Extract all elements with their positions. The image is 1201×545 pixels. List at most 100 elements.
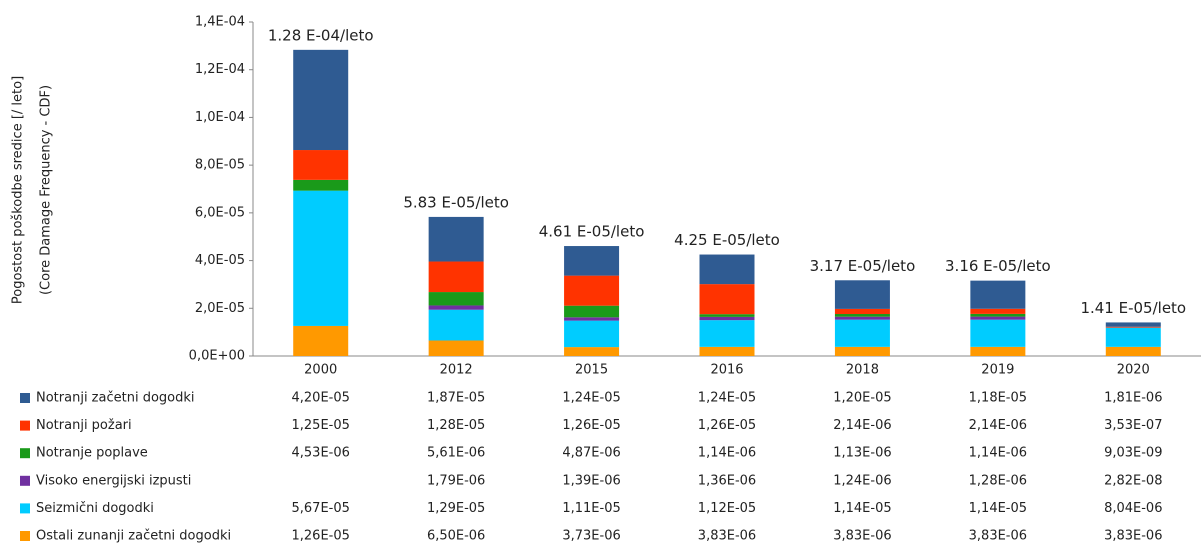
y-tick-label: 1,2E-04 (195, 62, 245, 77)
x-tick-label: 2018 (846, 363, 879, 378)
bar-segment (970, 313, 1026, 317)
bar-segment (428, 340, 484, 356)
bar-segment (1105, 346, 1161, 356)
y-axis-label: (Core Damage Frequency - CDF) (39, 85, 54, 295)
y-tick-label: 6,0E-05 (195, 205, 245, 220)
total-annotation: 4.25 E-05/leto (674, 231, 780, 249)
x-tick-label: 2000 (304, 363, 337, 378)
bar-segment (970, 346, 1026, 356)
table-cell: 1,81E-06 (1104, 391, 1162, 406)
legend-swatch (20, 475, 30, 486)
table-cell: 5,61E-06 (427, 446, 485, 461)
y-tick-label: 1,0E-04 (195, 110, 245, 125)
x-tick-label: 2016 (710, 363, 743, 378)
bar-segment (699, 284, 755, 315)
legend-swatch (20, 531, 30, 541)
table-cell: 1,18E-05 (969, 391, 1027, 406)
total-annotation: 1.41 E-05/leto (1080, 299, 1186, 317)
table-cell: 1,25E-05 (292, 418, 350, 433)
table-cell: 1,24E-05 (698, 391, 756, 406)
bar-segment (699, 316, 755, 321)
table-cell: 1,39E-06 (562, 473, 620, 488)
bar-segment (834, 280, 890, 309)
legend-swatch (20, 448, 30, 459)
table-cell: 1,87E-05 (427, 391, 485, 406)
table-cell: 1,24E-05 (562, 391, 620, 406)
bar-segment (564, 305, 620, 318)
table-cell: 3,83E-06 (698, 529, 756, 544)
table-cell: 1,24E-06 (833, 473, 891, 488)
bar-segment (970, 280, 1026, 309)
legend-swatch (20, 503, 30, 514)
bar-segment (293, 325, 349, 356)
legend-label: Notranje poplave (36, 446, 148, 461)
table-cell: 1,26E-05 (698, 418, 756, 433)
table-cell: 1,14E-05 (833, 501, 891, 516)
table-cell: 4,87E-06 (562, 446, 620, 461)
legend-swatch (20, 420, 30, 431)
table-cell: 1,14E-06 (969, 446, 1027, 461)
bar-segment (564, 275, 620, 306)
table-cell: 1,12E-05 (698, 501, 756, 516)
table-cell: 3,53E-07 (1104, 418, 1162, 433)
bar-segment (428, 292, 484, 306)
bar-segment (428, 309, 484, 341)
table-cell: 1,13E-06 (833, 446, 891, 461)
bar-segment (699, 314, 755, 317)
bar-segment (564, 246, 620, 276)
y-axis-label: Pogostost poškodbe sredice [/ leto] (11, 76, 26, 304)
bar-segment (293, 150, 349, 180)
bar-segment (970, 316, 1026, 320)
bar-segment (834, 308, 890, 315)
x-tick-label: 2015 (575, 363, 608, 378)
bar-segment (834, 319, 890, 347)
bar-segment (428, 305, 484, 310)
bar-segment (834, 314, 890, 317)
bar-segment (1105, 322, 1161, 327)
table-cell: 3,83E-06 (1104, 529, 1162, 544)
table-cell: 3,73E-06 (562, 529, 620, 544)
table-cell: 1,26E-05 (562, 418, 620, 433)
table-cell: 1,79E-06 (427, 473, 485, 488)
legend-label: Notranji požari (36, 418, 132, 433)
bar-segment (564, 320, 620, 348)
bar-segment (1105, 326, 1161, 328)
table-cell: 3,83E-06 (969, 529, 1027, 544)
bar-segment (564, 317, 620, 321)
bar-segment (293, 190, 349, 326)
bar-segment (699, 320, 755, 347)
bar-segment (293, 49, 349, 151)
bar-segment (699, 346, 755, 356)
table-cell: 8,04E-06 (1104, 501, 1162, 516)
total-annotation: 3.17 E-05/leto (810, 257, 916, 275)
total-annotation: 4.61 E-05/leto (539, 223, 645, 241)
total-annotation: 3.16 E-05/leto (945, 257, 1051, 275)
table-cell: 4,53E-06 (292, 446, 350, 461)
total-annotation: 1.28 E-04/leto (268, 26, 374, 44)
bar-segment (970, 319, 1026, 347)
y-tick-label: 2,0E-05 (195, 301, 245, 316)
y-tick-label: 0,0E+00 (189, 349, 245, 364)
table-cell: 2,14E-06 (833, 418, 891, 433)
table-cell: 2,14E-06 (969, 418, 1027, 433)
bar-segment (293, 179, 349, 191)
table-cell: 6,50E-06 (427, 529, 485, 544)
legend-label: Notranji začetni dogodki (36, 391, 195, 406)
table-cell: 3,83E-06 (833, 529, 891, 544)
table-cell: 9,03E-09 (1104, 446, 1162, 461)
bar-segment (834, 316, 890, 320)
bar-segment (564, 347, 620, 356)
table-cell: 1,20E-05 (833, 391, 891, 406)
table-cell: 1,14E-05 (969, 501, 1027, 516)
legend-label: Visoko energijski izpusti (36, 473, 191, 488)
bar-segment (834, 346, 890, 356)
table-cell: 5,67E-05 (292, 501, 350, 516)
x-tick-label: 2012 (440, 363, 473, 378)
table-cell: 1,28E-06 (969, 473, 1027, 488)
bar-segment (970, 308, 1026, 314)
table-cell: 1,11E-05 (562, 501, 620, 516)
table-cell: 1,36E-06 (698, 473, 756, 488)
y-tick-label: 4,0E-05 (195, 253, 245, 268)
table-cell: 1,14E-06 (698, 446, 756, 461)
